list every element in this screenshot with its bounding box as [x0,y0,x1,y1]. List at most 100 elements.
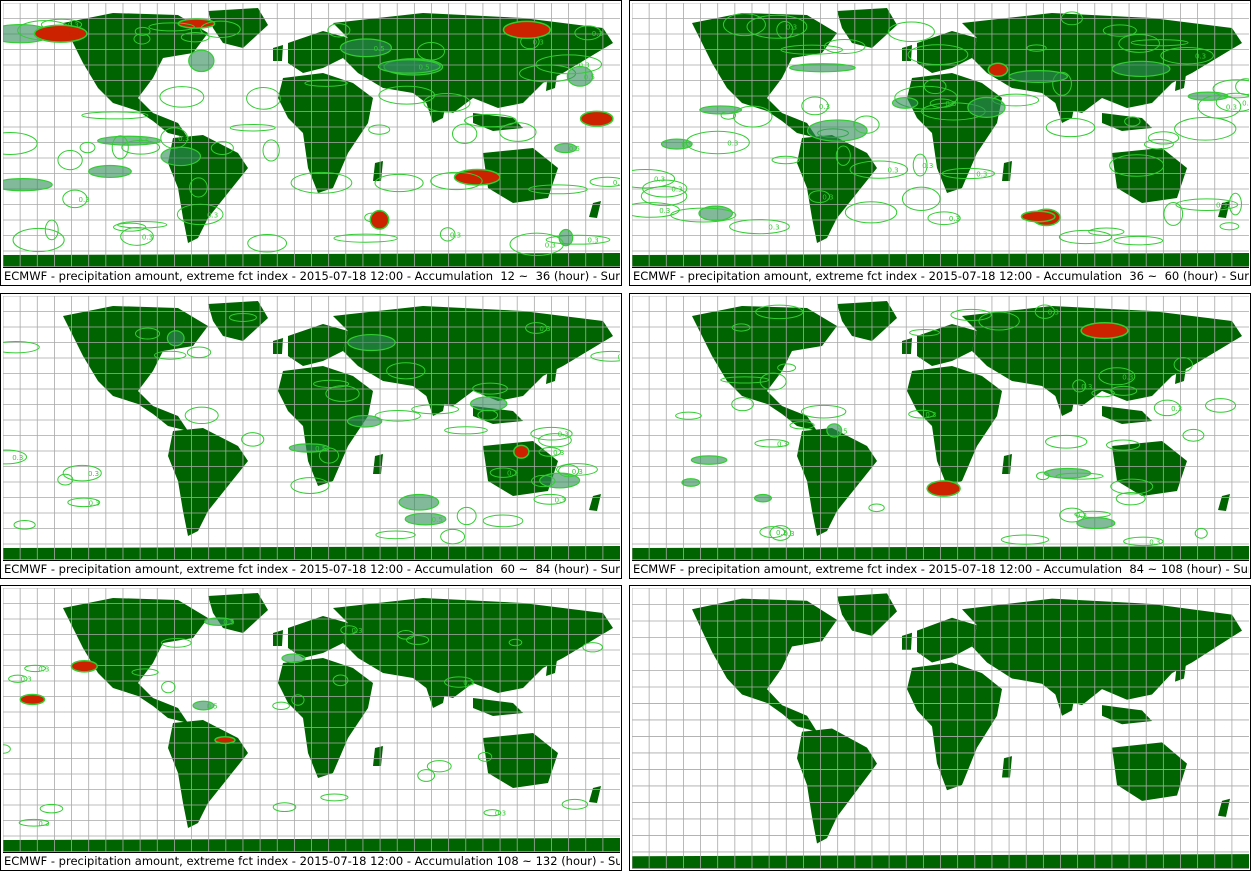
precip-contour [327,23,351,38]
precip-contour [1124,116,1141,127]
precip-contour [374,173,424,193]
land-mass [1175,68,1187,91]
precip-contour [374,409,421,422]
precip-contour [3,744,11,754]
precip-contour [135,327,161,340]
land-mass [589,786,601,803]
precip-contour [525,322,548,334]
precip-contour [835,145,851,166]
land-mass [208,8,268,48]
precip-contour [111,135,129,160]
land-mass [278,366,373,486]
lat-lon-grid [632,588,1249,869]
precip-contour [788,63,856,73]
precip-contour [1045,117,1096,138]
precipitation-contours: 0.3 0.3 0.5 0.5 0.3 0.3 0.3 0.3 [3,617,603,828]
land-mass [1052,683,1077,716]
precip-contour [378,85,436,105]
precip-contour [62,189,88,209]
precip-contour [894,85,958,110]
precip-contour [513,444,530,459]
contour-label: 0.3 [207,211,218,219]
contour-label: 0.3 [776,529,787,537]
map-panel-1: 0.3 0.3 0.5 0.3 0.3 0.5 0.3 0.3 0.5 0.3 0.8 0.5 0.3 0… [0,0,622,286]
precip-contour [3,132,38,155]
land-mass [373,746,383,766]
land-mass [1052,93,1077,123]
precip-contour [685,130,750,155]
contour-label: 0.5 [374,45,385,53]
precip-contour [1175,198,1239,211]
contour-label: 0.3 [572,468,583,476]
lat-lon-grid [3,296,620,560]
land-mass [692,13,837,138]
contour-label: 0.5 [207,703,218,711]
precip-contour [927,211,961,226]
land-mass [1102,705,1152,725]
precip-contour [160,638,192,648]
precip-contour [759,372,787,391]
land-mass [208,593,268,633]
land-mass [278,73,373,193]
precip-contour [148,22,195,32]
precip-contour [160,127,189,149]
precip-contour [891,97,919,109]
precip-contour [318,447,339,464]
contour-label: 0.3 [533,39,544,47]
precip-contour [907,44,969,66]
map-panel-5: 0.3 0.3 0.5 0.5 0.3 0.3 0.3 0.3 ECMWF - precipit… [0,585,622,871]
precip-contour [579,110,614,127]
contour-label: 0.3 [671,186,682,194]
precip-contour [1098,367,1136,386]
land-mass [1112,742,1187,801]
precip-contour [978,311,1020,331]
precip-contour [272,802,297,813]
land-mass [373,161,383,181]
land-mass [837,8,897,48]
precip-contour [755,304,804,320]
precip-contour [1115,491,1146,506]
contour-label: 0.3 [1195,53,1206,61]
precip-contour [1052,71,1072,96]
land-mass [917,324,977,366]
land-mass [1175,657,1187,682]
precip-contour [732,105,773,128]
precip-contour [228,312,257,322]
precip-contour [440,528,466,545]
precip-contour [800,404,847,419]
precip-contour [675,411,702,420]
contour-label: 0.8 [949,486,960,494]
precip-contour [12,227,65,253]
precip-contour [1148,131,1180,145]
land-mass [692,598,837,732]
precip-contour [1173,357,1193,373]
precip-contour [161,680,176,694]
precip-contour [3,449,28,465]
precip-contour [502,20,551,40]
precip-contour [1163,201,1184,226]
contour-label: 0.3 [727,139,738,147]
precip-contour [210,141,234,155]
contour-label: 0.3 [1242,99,1249,107]
precip-contour [121,140,161,155]
precip-contour [1109,154,1165,177]
land-mass [962,13,1242,113]
world-map: 0.3 0.3 0.5 0.5 0.3 0.3 0.3 0.3 [3,588,620,852]
precip-contour [1055,472,1104,480]
precip-contour [746,14,808,39]
precip-contour [397,629,415,640]
precip-contour [926,480,961,497]
precip-contour [1205,398,1237,413]
precip-contour [304,79,348,87]
precip-contour [184,406,219,425]
contour-label: 0.3 [555,496,566,504]
precip-contour [754,439,790,448]
precip-contour [19,693,46,706]
land-mass [902,45,912,61]
world-map: 0.3 0.3 0.3 0.3 0.3 0.3 0.3 0.3 0.3 0.3 0.3 0.3 0.5 0… [632,3,1249,267]
land-mass [1112,441,1187,496]
precip-contour [1118,33,1160,53]
precip-contour [531,474,556,488]
precip-contour [39,803,64,814]
contour-label: 0.3 [592,30,603,38]
